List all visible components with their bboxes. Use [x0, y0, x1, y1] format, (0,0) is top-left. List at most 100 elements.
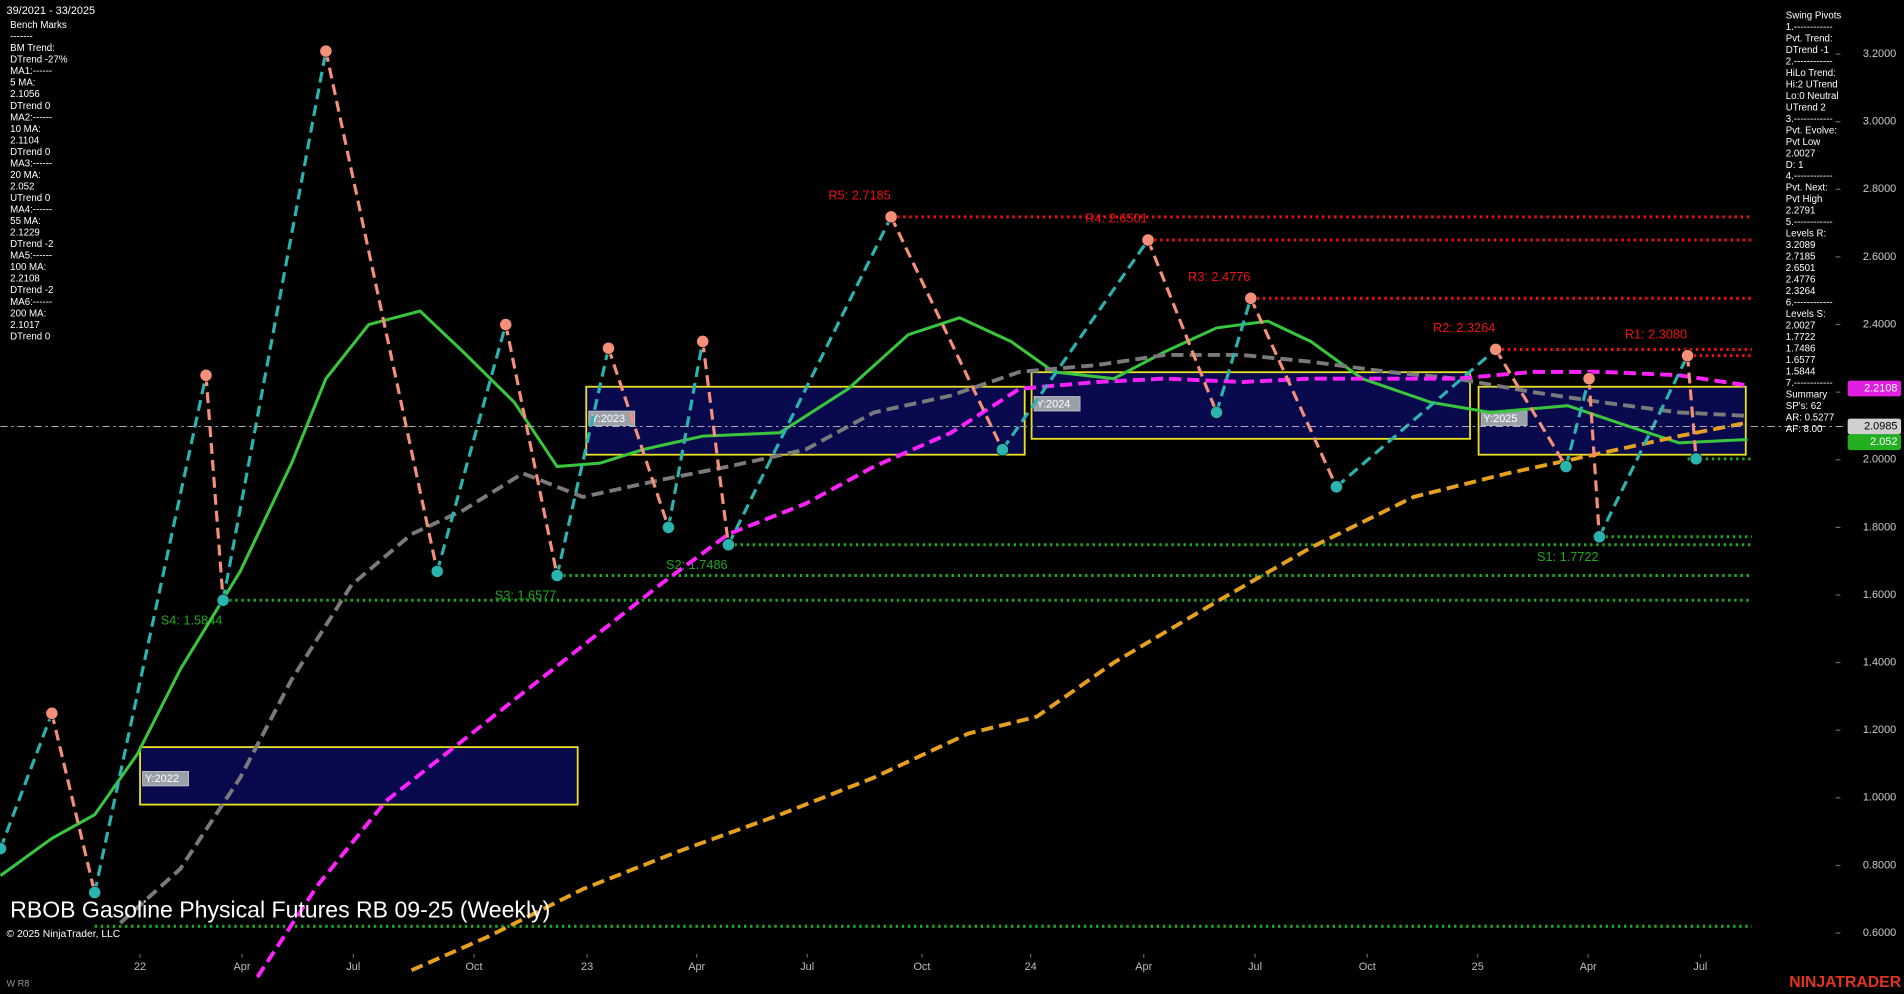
bench-mark-line: UTrend 0: [10, 193, 51, 204]
swing-leg: [93, 374, 208, 893]
swing-pivot: [1559, 460, 1573, 473]
swing-pivot: [550, 569, 564, 582]
swing-pivot-line: AR: 0.5277: [1786, 413, 1834, 424]
level-label: R1: 2.3080: [1625, 326, 1687, 341]
swing-pivot-line: 7.------------: [1786, 378, 1833, 389]
level-label: R5: 2.7185: [828, 188, 890, 203]
bench-mark-line: DTrend -2: [10, 285, 53, 296]
moving-average-line: [255, 369, 1748, 979]
swing-leg: [889, 216, 1004, 451]
y-tick-label: 0.6000: [1863, 927, 1896, 939]
swing-pivot-line: Pvt High: [1786, 194, 1823, 205]
swing-pivot-line: 2.0027: [1786, 321, 1816, 332]
price-tag-label: 2.0985: [1864, 420, 1897, 432]
swing-leg: [0, 712, 54, 850]
bench-mark-line: DTrend -2: [10, 239, 53, 250]
x-tick-label: 22: [134, 961, 146, 973]
swing-pivot: [1210, 406, 1223, 419]
year-label-bg: [142, 771, 189, 787]
year-range-box: [139, 746, 579, 806]
swing-leg: [1685, 355, 1698, 459]
bench-mark-line: DTrend 0: [10, 331, 51, 342]
x-tick-label: 25: [1472, 961, 1484, 973]
swing-leg: [221, 50, 328, 601]
bench-mark-line: DTrend -27%: [10, 55, 68, 66]
swing-pivot: [1592, 530, 1606, 544]
y-tick-label: 2.4000: [1863, 318, 1896, 330]
swing-pivot-line: Levels S:: [1786, 309, 1826, 320]
swing-pivot-line: 2.6501: [1786, 263, 1816, 274]
swing-pivot-line: 3.2089: [1786, 240, 1816, 251]
swing-leg: [666, 341, 705, 528]
swing-pivot-line: 4.------------: [1786, 171, 1833, 182]
swing-pivot-line: 1.7722: [1786, 332, 1816, 343]
x-tick-label: Oct: [466, 961, 483, 973]
y-tick-label: 0.8000: [1863, 859, 1896, 871]
bench-mark-line: 55 MA:: [10, 216, 41, 227]
header: 39/2021 - 33/2025: [7, 5, 96, 17]
swing-pivot-line: UTrend 2: [1786, 102, 1826, 113]
price-tag: [1847, 380, 1902, 397]
swing-pivot-line: Lo:0 Neutral: [1786, 91, 1839, 102]
swing-pivot: [499, 318, 513, 331]
swing-pivot: [602, 341, 615, 355]
bench-mark-line: MA3:------: [10, 158, 52, 169]
swing-pivot-line: 2.4776: [1786, 275, 1816, 286]
swing-pivot: [1681, 349, 1694, 363]
swing-leg: [1146, 239, 1219, 414]
price-tag: [1847, 418, 1902, 435]
swing-leg: [1564, 378, 1591, 467]
swing-pivot-line: Pvt. Evolve:: [1786, 125, 1837, 136]
bench-mark-line: 2.1229: [10, 228, 40, 239]
x-tick-label: 23: [581, 961, 593, 973]
x-tick-label: Jul: [346, 961, 360, 973]
swing-leg: [726, 216, 893, 546]
level-label: S3: 1.6577: [495, 587, 557, 602]
bench-mark-line: 2.1056: [10, 89, 40, 100]
swing-leg: [701, 341, 730, 545]
swing-leg: [435, 324, 508, 572]
swing-pivot-line: Summary: [1786, 390, 1828, 401]
swing-pivot: [662, 521, 675, 534]
bench-mark-line: -------: [10, 32, 33, 43]
swing-pivot: [1582, 372, 1596, 386]
moving-average-line: [119, 353, 1748, 925]
year-label: Y:2022: [145, 773, 179, 785]
swing-pivot: [722, 538, 735, 552]
swing-leg: [504, 324, 559, 576]
year-label: Y:2023: [591, 413, 625, 425]
swing-pivot: [216, 593, 230, 607]
swing-pivot: [996, 443, 1009, 456]
swing-pivot: [319, 44, 333, 58]
swing-pivot: [430, 564, 444, 578]
swing-leg: [1494, 348, 1568, 468]
bench-mark-line: 2.1017: [10, 320, 40, 331]
level-label: R4: 2.6501: [1085, 211, 1147, 226]
swing-leg: [1587, 378, 1601, 537]
bench-mark-line: MA5:------: [10, 251, 52, 262]
bench-mark-line: MA6:------: [10, 297, 52, 308]
bench-mark-line: 2.1104: [10, 135, 40, 146]
swing-pivot: [199, 368, 213, 382]
swing-pivot-line: HiLo Trend:: [1786, 68, 1836, 79]
swing-pivot: [1689, 452, 1703, 466]
bench-mark-line: MA2:------: [10, 112, 52, 123]
x-tick-label: Jul: [1693, 961, 1707, 973]
swing-pivot-line: 6.------------: [1786, 298, 1833, 309]
x-tick-label: Oct: [913, 961, 930, 973]
copyright: © 2025 NinjaTrader, LLC: [7, 929, 121, 940]
swing-pivot: [696, 335, 710, 348]
x-tick-label: Apr: [1580, 961, 1597, 973]
bench-mark-line: 5 MA:: [10, 78, 35, 89]
swing-pivot-line: 2.0027: [1786, 148, 1816, 159]
swing-pivot-line: SP's: 62: [1786, 401, 1822, 412]
swing-pivot: [1244, 291, 1258, 305]
moving-average-line: [0, 309, 1748, 877]
swing-pivot-line: Levels R:: [1786, 229, 1826, 240]
bench-mark-line: Bench Marks: [10, 20, 67, 31]
swing-leg: [1335, 348, 1497, 489]
y-tick-label: 3.2000: [1863, 48, 1896, 60]
year-label: Y:2024: [1036, 398, 1070, 410]
